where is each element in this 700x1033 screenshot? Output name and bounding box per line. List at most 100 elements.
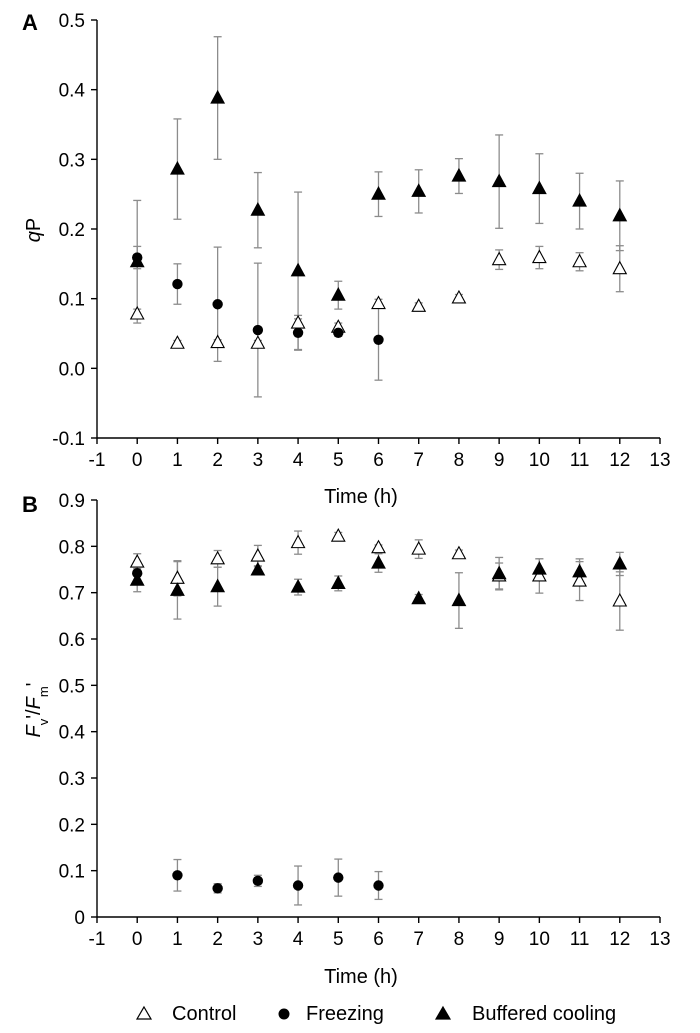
legend-label-control: Control: [172, 1003, 236, 1025]
fv-slash: /: [23, 709, 45, 715]
y-tick-label: 0.9: [59, 491, 85, 512]
fv-v: v: [36, 718, 51, 725]
y-tick-label: 0.5: [59, 11, 85, 32]
data-point-buffered-cooling: [612, 207, 628, 222]
data-point-buffered-cooling: [330, 287, 346, 301]
data-point-control: [491, 251, 507, 266]
legend: Control Freezing Buffered cooling: [135, 1003, 616, 1025]
data-point-control: [572, 253, 587, 268]
x-tick-label: 3: [253, 929, 264, 950]
x-tick-label: 10: [529, 929, 550, 950]
fv-f: F: [23, 724, 45, 738]
data-point-control: [129, 553, 145, 568]
data-point-control: [330, 527, 346, 542]
x-tick-label: 4: [293, 929, 304, 950]
x-tick-label: 1: [172, 450, 183, 471]
data-point-buffered-cooling: [330, 575, 346, 589]
legend-label-buffered-cooling: Buffered cooling: [472, 1003, 616, 1025]
data-point-buffered-cooling: [371, 186, 386, 200]
data-point-buffered-cooling: [531, 560, 547, 575]
y-tick-label: 0.7: [59, 584, 85, 605]
data-point-freezing: [212, 883, 223, 894]
x-tick-label: -1: [89, 450, 106, 471]
data-point-control: [531, 567, 547, 582]
x-tick-label: 3: [253, 450, 264, 471]
y-tick-label: 0.3: [59, 150, 85, 171]
panel-b-y-axis-title: Fv'/Fm': [23, 683, 51, 738]
x-tick-label: 7: [413, 929, 424, 950]
data-point-control: [411, 298, 427, 312]
data-point-buffered-cooling: [491, 565, 507, 580]
data-point-buffered-cooling: [250, 202, 266, 216]
x-tick-label: 6: [373, 450, 384, 471]
legend-item-freezing: Freezing: [278, 1003, 384, 1025]
x-tick-label: 2: [212, 450, 223, 471]
y-tick-label: 0.4: [59, 723, 86, 744]
data-point-freezing: [212, 299, 223, 310]
x-tick-label: 8: [454, 929, 465, 950]
data-point-control: [451, 289, 467, 304]
data-point-buffered-cooling: [250, 561, 266, 576]
data-point-buffered-cooling: [210, 578, 226, 593]
x-tick-label: 12: [609, 450, 630, 471]
data-point-buffered-cooling: [129, 253, 145, 268]
data-point-control: [210, 550, 226, 565]
data-point-control: [250, 547, 266, 562]
data-point-buffered-cooling: [170, 582, 185, 596]
data-point-buffered-cooling: [451, 592, 467, 607]
fm-f: F: [23, 695, 45, 709]
data-point-freezing: [172, 278, 183, 290]
legend-item-buffered-cooling: Buffered cooling: [434, 1003, 616, 1025]
data-point-buffered-cooling: [572, 192, 587, 207]
data-point-buffered-cooling: [411, 590, 427, 605]
y-tick-label: 0.2: [59, 220, 85, 241]
data-point-control: [411, 540, 427, 555]
data-point-buffered-cooling: [411, 183, 427, 197]
data-point-freezing: [252, 875, 264, 887]
panel-b: 00.10.20.30.40.50.60.70.80.9-1 0 1 2 3 4 5 6 7 8 9…: [59, 491, 671, 950]
data-point-buffered-cooling: [491, 173, 507, 188]
data-point-control: [612, 260, 628, 275]
x-tick-label: 0: [132, 929, 143, 950]
x-tick-label: 5: [333, 929, 344, 950]
data-point-control: [371, 295, 386, 310]
y-tick-label: 0.0: [59, 359, 85, 380]
x-tick-label: 13: [649, 929, 670, 950]
data-point-buffered-cooling: [572, 563, 587, 578]
data-point-buffered-cooling: [290, 262, 306, 277]
data-point-control: [531, 249, 547, 264]
fm-prime: ': [23, 683, 45, 687]
x-tick-label: 1: [172, 929, 183, 950]
data-point-freezing: [373, 334, 384, 345]
y-tick-label: 0: [74, 908, 85, 929]
data-point-buffered-cooling: [210, 89, 226, 104]
x-tick-label: 13: [649, 450, 670, 471]
data-point-control: [572, 572, 587, 587]
panel-a-y-axis-title: qP: [23, 218, 45, 242]
legend-label-freezing: Freezing: [306, 1003, 384, 1025]
x-tick-label: 10: [529, 450, 550, 471]
data-point-control: [371, 539, 386, 554]
x-tick-label: 12: [609, 929, 630, 950]
y-tick-label: -0.1: [52, 429, 85, 450]
x-tick-label: 11: [570, 450, 590, 471]
data-point-buffered-cooling: [371, 554, 386, 569]
data-point-freezing: [373, 880, 384, 891]
data-point-freezing: [172, 870, 183, 881]
qp-q: q: [23, 231, 45, 242]
data-point-freezing: [252, 324, 264, 336]
qp-p: P: [23, 218, 45, 231]
data-point-freezing: [333, 872, 344, 883]
x-tick-label: 9: [494, 450, 505, 471]
data-point-buffered-cooling: [451, 167, 467, 182]
x-tick-label: 0: [132, 450, 143, 471]
data-point-control: [612, 592, 628, 607]
legend-open-triangle-marker: [135, 1005, 153, 1020]
data-point-control: [451, 545, 467, 560]
data-point-control: [290, 314, 306, 329]
x-tick-label: 7: [413, 450, 424, 471]
data-point-control: [129, 305, 145, 320]
x-tick-label: 2: [212, 929, 223, 950]
y-tick-label: 0.1: [59, 862, 85, 883]
